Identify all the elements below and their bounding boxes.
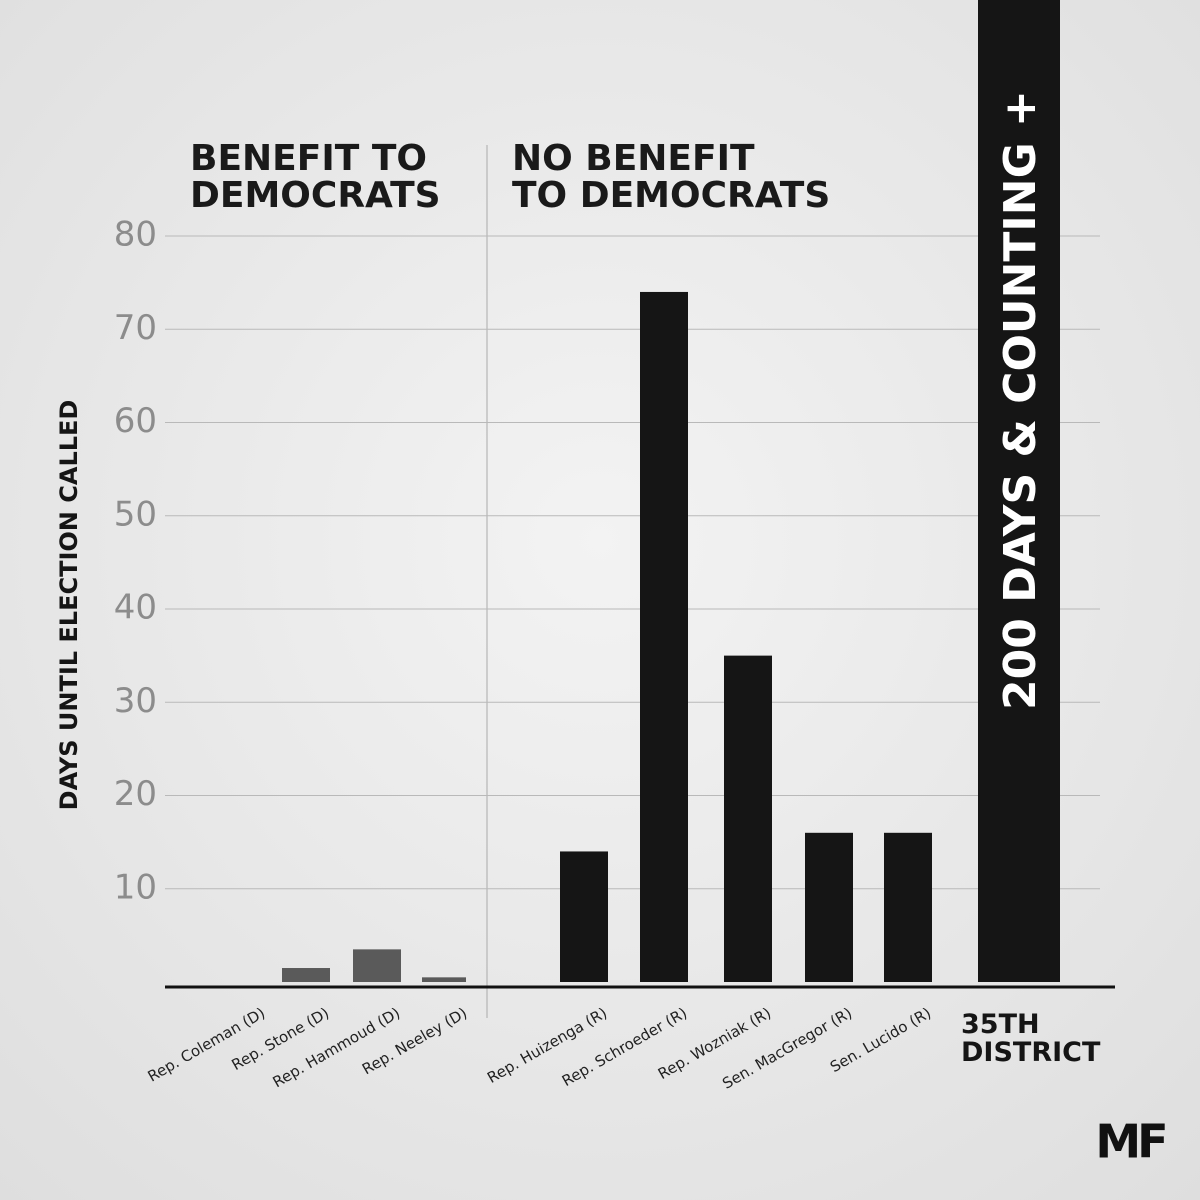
value-label: 200 DAYS & COUNTING + [995, 90, 1046, 710]
bar [640, 291, 688, 982]
y-tick-label: 40 [114, 588, 157, 628]
bar [805, 832, 853, 982]
group-label: TO DEMOCRATS [512, 175, 830, 216]
x-tick-label: 35TH DISTRICT [961, 1009, 1101, 1068]
y-tick-label: 70 [114, 308, 157, 348]
bar [884, 832, 932, 982]
bar [282, 968, 330, 982]
y-tick-label: 20 [114, 774, 157, 814]
bar [422, 977, 466, 982]
group-label: NO BENEFIT [512, 138, 755, 179]
bar [560, 851, 608, 982]
group-label: DEMOCRATS [190, 175, 441, 216]
group-label: BENEFIT TO [190, 138, 427, 179]
y-tick-label: 10 [114, 867, 157, 907]
y-tick-label: 80 [114, 215, 157, 255]
bar [978, 0, 1060, 982]
y-tick-label: 60 [114, 401, 157, 441]
logo: MF [1095, 1115, 1165, 1169]
bar [353, 949, 401, 982]
y-tick-label: 30 [114, 681, 157, 721]
bar [724, 655, 772, 982]
y-axis-title: DAYS UNTIL ELECTION CALLED [55, 400, 83, 811]
y-tick-label: 50 [114, 494, 157, 534]
